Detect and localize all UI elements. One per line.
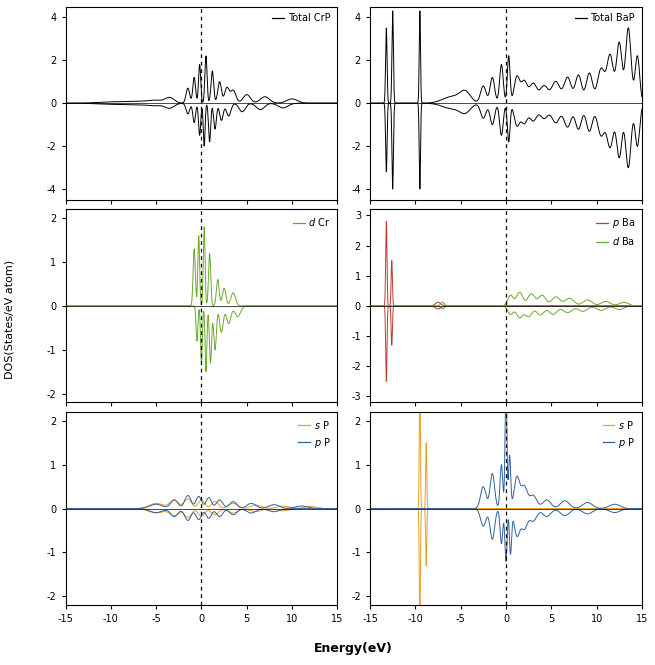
Legend: Total CrP: Total CrP: [271, 11, 333, 25]
Legend: $s$ P, $p$ P: $s$ P, $p$ P: [296, 417, 333, 452]
Text: DOS(States/eV atom): DOS(States/eV atom): [5, 259, 15, 379]
Text: Energy(eV): Energy(eV): [314, 642, 393, 655]
Legend: $d$ Cr: $d$ Cr: [291, 214, 333, 230]
Legend: $s$ P, $p$ P: $s$ P, $p$ P: [601, 417, 637, 452]
Legend: $p$ Ba, $d$ Ba: $p$ Ba, $d$ Ba: [595, 214, 637, 249]
Legend: Total BaP: Total BaP: [573, 11, 637, 25]
